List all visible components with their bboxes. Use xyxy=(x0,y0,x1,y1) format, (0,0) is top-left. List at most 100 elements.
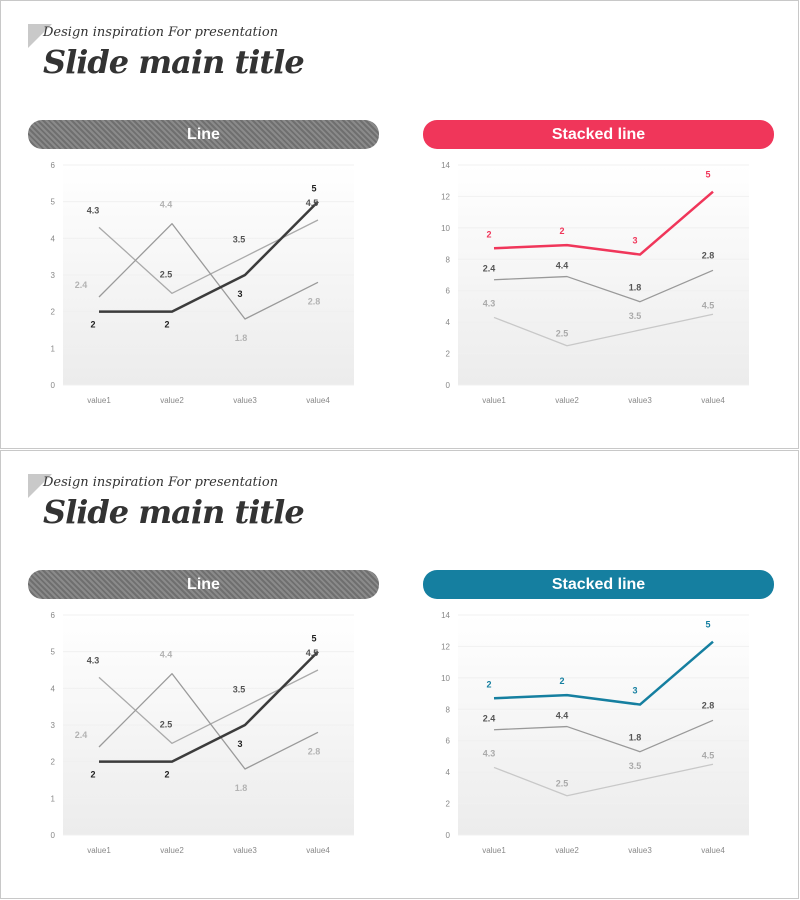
data-label: 3 xyxy=(632,236,637,246)
data-label: 3.5 xyxy=(233,685,246,695)
y-tick-label: 6 xyxy=(51,611,56,620)
y-tick-label: 2 xyxy=(51,308,56,317)
x-tick-label: value1 xyxy=(87,846,111,855)
series-line xyxy=(99,200,319,313)
y-tick-label: 10 xyxy=(441,224,450,233)
data-label: 4.4 xyxy=(556,261,569,271)
x-tick-label: value2 xyxy=(160,396,184,405)
y-tick-label: 6 xyxy=(446,287,451,296)
x-tick-label: value4 xyxy=(306,846,330,855)
slide-title: Slide main title xyxy=(43,493,305,531)
y-tick-label: 4 xyxy=(51,234,56,243)
slide-subtitle: Design inspiration For presentation xyxy=(43,25,279,40)
x-tick-label: value4 xyxy=(701,396,725,405)
data-label: 2 xyxy=(90,770,95,780)
data-label: 2.4 xyxy=(483,264,496,274)
data-label: 3 xyxy=(632,686,637,696)
data-label: 2.5 xyxy=(160,269,173,279)
data-label: 3.5 xyxy=(629,311,642,321)
y-tick-label: 4 xyxy=(51,684,56,693)
corner-triangle-decoration xyxy=(28,474,52,498)
data-label: 3 xyxy=(237,289,242,299)
slide-2: Design inspiration For presentation Slid… xyxy=(0,450,799,899)
x-tick-label: value3 xyxy=(233,396,257,405)
data-label: 4.3 xyxy=(483,748,496,758)
data-label: 2.5 xyxy=(160,719,173,729)
data-label: 4.3 xyxy=(483,298,496,308)
data-label: 4.3 xyxy=(87,205,100,215)
series-line xyxy=(493,640,714,706)
data-label: 4.3 xyxy=(87,655,100,665)
data-label: 4.5 xyxy=(702,750,715,760)
y-tick-label: 4 xyxy=(446,318,451,327)
data-label: 2 xyxy=(559,676,564,686)
data-label: 2 xyxy=(164,320,169,330)
y-tick-label: 8 xyxy=(446,255,451,264)
data-label: 4.4 xyxy=(160,200,173,210)
y-tick-label: 2 xyxy=(51,758,56,767)
x-tick-label: value2 xyxy=(555,846,579,855)
x-tick-label: value1 xyxy=(482,846,506,855)
data-label: 4.5 xyxy=(306,198,319,208)
data-label: 2.4 xyxy=(75,730,88,740)
data-label: 2 xyxy=(559,226,564,236)
series-line xyxy=(98,673,319,770)
y-tick-label: 8 xyxy=(446,705,451,714)
y-tick-label: 0 xyxy=(446,381,451,390)
line-chart-header: Line xyxy=(28,570,379,599)
stacked-line-chart: 0 2 4 6 8 10 12 14 value1 value2 value3 value4 4.3 2.… xyxy=(441,161,749,405)
x-tick-label: value3 xyxy=(628,846,652,855)
data-label: 2.8 xyxy=(308,296,321,306)
data-label: 3.5 xyxy=(629,761,642,771)
data-label: 2 xyxy=(164,770,169,780)
x-tick-label: value4 xyxy=(306,396,330,405)
x-tick-label: value3 xyxy=(233,846,257,855)
y-tick-label: 4 xyxy=(446,768,451,777)
y-tick-label: 12 xyxy=(441,192,450,201)
data-label: 4.5 xyxy=(702,300,715,310)
data-label: 1.8 xyxy=(629,283,642,293)
y-tick-label: 0 xyxy=(51,381,56,390)
y-tick-label: 10 xyxy=(441,674,450,683)
data-label: 4.4 xyxy=(160,650,173,660)
data-label: 2 xyxy=(486,229,491,239)
data-label: 2.4 xyxy=(75,280,88,290)
data-label: 4.5 xyxy=(306,648,319,658)
data-label: 2.8 xyxy=(702,700,715,710)
series-line xyxy=(493,719,714,753)
y-tick-label: 5 xyxy=(51,648,56,657)
y-tick-label: 3 xyxy=(51,721,56,730)
y-tick-label: 1 xyxy=(51,794,56,803)
series-line xyxy=(98,223,319,320)
x-tick-label: value1 xyxy=(87,396,111,405)
slide-subtitle: Design inspiration For presentation xyxy=(43,475,279,490)
y-tick-label: 3 xyxy=(51,271,56,280)
y-tick-label: 5 xyxy=(51,198,56,207)
data-label: 1.8 xyxy=(235,783,248,793)
data-label: 5 xyxy=(311,184,316,194)
data-label: 3 xyxy=(237,739,242,749)
slide-1: Design inspiration For presentation Slid… xyxy=(0,0,799,449)
data-label: 2 xyxy=(486,679,491,689)
corner-triangle-decoration xyxy=(28,24,52,48)
y-tick-label: 0 xyxy=(51,831,56,840)
x-tick-label: value3 xyxy=(628,396,652,405)
data-label: 5 xyxy=(311,634,316,644)
data-label: 5 xyxy=(705,170,710,180)
data-label: 2.5 xyxy=(556,329,569,339)
line-chart: 0 1 2 3 4 5 6 value1 value2 value3 value4 4.3 2.5 3.5… xyxy=(51,611,354,855)
slide-title: Slide main title xyxy=(43,43,305,81)
x-tick-label: value2 xyxy=(160,846,184,855)
y-tick-label: 6 xyxy=(51,161,56,170)
y-tick-label: 1 xyxy=(51,344,56,353)
series-line xyxy=(493,190,714,256)
y-tick-label: 14 xyxy=(441,161,450,170)
data-label: 5 xyxy=(705,620,710,630)
y-tick-label: 12 xyxy=(441,642,450,651)
data-label: 2.8 xyxy=(308,746,321,756)
stacked-line-chart: 0 2 4 6 8 10 12 14 value1 value2 value3 value4 4.3 2.… xyxy=(441,611,749,855)
line-chart: 0 1 2 3 4 5 6 value1 value2 value3 value4 4.3 2.5 3.5… xyxy=(51,161,354,405)
stacked-line-chart-header: Stacked line xyxy=(423,120,774,149)
data-label: 2.5 xyxy=(556,779,569,789)
data-label: 2 xyxy=(90,320,95,330)
